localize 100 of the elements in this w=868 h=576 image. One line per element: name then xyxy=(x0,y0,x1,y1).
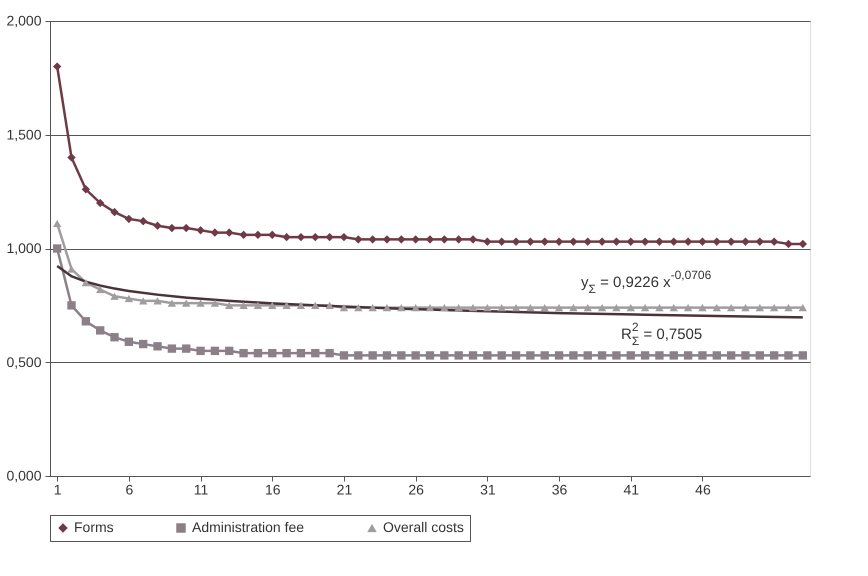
point xyxy=(454,304,463,312)
point xyxy=(684,304,692,312)
legend-label: Administration fee xyxy=(192,519,304,535)
point xyxy=(726,304,736,312)
point xyxy=(268,302,276,309)
point xyxy=(52,62,62,71)
point xyxy=(798,304,808,312)
x-tick-label: 36 xyxy=(552,482,568,498)
point xyxy=(311,302,320,309)
y-tick-label: 2,000 xyxy=(6,12,42,28)
point xyxy=(612,237,621,246)
point xyxy=(584,304,592,312)
point xyxy=(340,232,348,242)
point xyxy=(526,351,535,360)
x-tick-label: 16 xyxy=(264,482,281,498)
point xyxy=(296,232,306,242)
line-series xyxy=(56,264,804,319)
point xyxy=(684,351,692,360)
point xyxy=(640,304,650,312)
point xyxy=(440,351,449,360)
point xyxy=(698,351,707,360)
point xyxy=(426,304,434,312)
point xyxy=(382,304,392,312)
point xyxy=(512,304,520,312)
point xyxy=(182,344,190,353)
point xyxy=(225,346,234,356)
point xyxy=(311,232,320,242)
point xyxy=(354,304,362,312)
legend-label: Forms xyxy=(74,519,114,535)
point xyxy=(640,351,650,360)
point xyxy=(626,237,635,246)
legend-label: Overall costs xyxy=(383,519,464,535)
point xyxy=(124,294,134,302)
y-tick-label: 0,500 xyxy=(6,354,42,370)
point xyxy=(670,304,678,312)
point xyxy=(325,302,334,309)
point xyxy=(153,297,162,304)
point xyxy=(182,299,190,307)
point xyxy=(168,299,176,307)
point xyxy=(512,351,520,360)
point xyxy=(540,304,549,312)
point xyxy=(483,351,492,360)
point xyxy=(368,304,377,312)
point xyxy=(210,346,220,356)
point xyxy=(626,351,635,360)
point xyxy=(67,153,76,162)
point xyxy=(225,302,234,309)
point xyxy=(756,351,764,360)
point xyxy=(454,351,463,360)
y-tick-label: 1,500 xyxy=(6,126,42,142)
point xyxy=(96,326,104,335)
point xyxy=(612,351,621,360)
point xyxy=(483,304,492,312)
point xyxy=(655,237,664,246)
point xyxy=(282,302,291,309)
x-tick-label: 26 xyxy=(408,482,424,498)
point xyxy=(784,304,793,312)
point xyxy=(411,351,420,360)
point xyxy=(340,351,348,360)
point xyxy=(468,304,478,312)
point xyxy=(139,297,148,304)
point xyxy=(268,348,276,358)
point xyxy=(741,237,750,246)
point xyxy=(655,304,664,312)
point xyxy=(82,279,90,286)
point xyxy=(440,304,449,312)
point xyxy=(468,235,478,244)
point xyxy=(124,338,134,346)
point xyxy=(225,228,234,237)
point xyxy=(254,302,262,309)
point xyxy=(598,351,606,360)
point xyxy=(110,333,119,342)
point xyxy=(498,237,506,246)
point xyxy=(726,351,736,360)
point xyxy=(770,304,778,312)
x-tick-label: 21 xyxy=(336,482,352,498)
point xyxy=(382,351,392,360)
point xyxy=(540,351,549,360)
point xyxy=(426,351,434,360)
x-tick-label: 41 xyxy=(623,482,640,498)
point xyxy=(626,304,635,312)
point xyxy=(52,244,62,253)
point xyxy=(798,240,808,248)
point xyxy=(124,214,134,224)
x-tick-label: 1 xyxy=(54,482,62,498)
point xyxy=(82,185,90,194)
point xyxy=(584,351,592,360)
point xyxy=(770,351,778,360)
point xyxy=(540,237,549,246)
point xyxy=(153,222,162,230)
point xyxy=(239,302,248,309)
point xyxy=(698,237,707,246)
point xyxy=(554,304,564,312)
point xyxy=(282,232,291,242)
point xyxy=(340,304,348,312)
point xyxy=(196,226,205,234)
point xyxy=(110,208,119,216)
point xyxy=(712,304,721,312)
point xyxy=(756,304,764,312)
point xyxy=(139,217,148,226)
